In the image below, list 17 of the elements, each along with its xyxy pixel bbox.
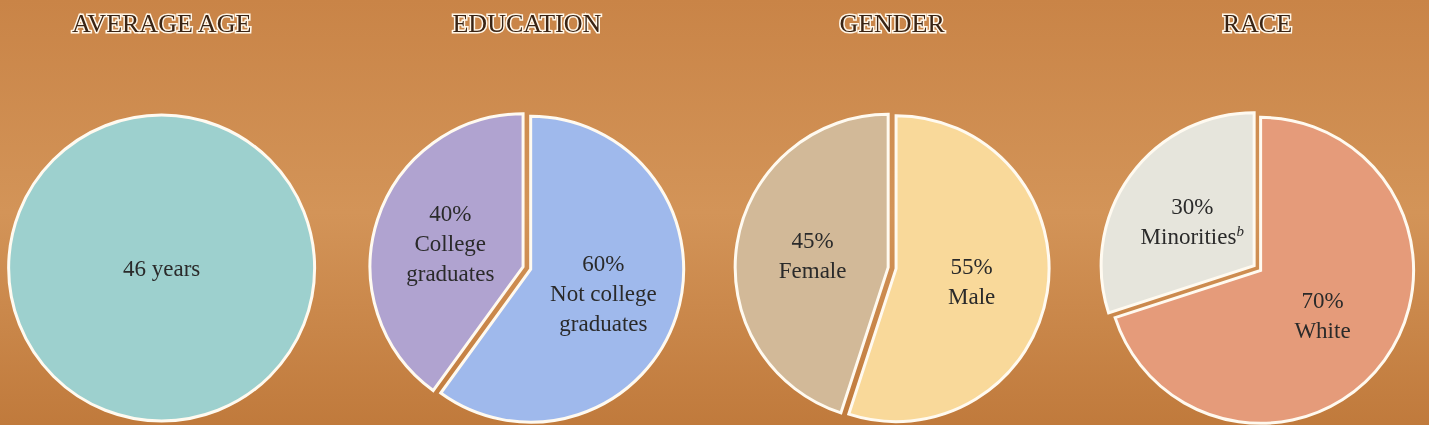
slice-label: Male xyxy=(948,283,996,309)
data-label: 30% xyxy=(1171,193,1214,219)
slice-label: Female xyxy=(778,258,847,284)
data-label: 70% xyxy=(1301,288,1344,314)
slice-label: 46 years xyxy=(122,256,201,281)
chart-title: AVERAGE AGE xyxy=(71,9,252,38)
slice-label: White xyxy=(1294,318,1351,344)
slice-label: College graduates xyxy=(406,231,495,287)
chart-title: GENDER xyxy=(839,9,946,38)
slice-label: Minorities$^{b}$ xyxy=(1140,222,1245,249)
data-label: 45% xyxy=(791,228,834,254)
data-label: 40% xyxy=(429,201,472,227)
data-label: 55% xyxy=(950,253,993,279)
chart-title: EDUCATION xyxy=(452,9,602,38)
data-label: 60% xyxy=(582,250,625,276)
chart-title: RACE xyxy=(1222,9,1293,38)
slice-label: Not college graduates xyxy=(550,280,657,336)
